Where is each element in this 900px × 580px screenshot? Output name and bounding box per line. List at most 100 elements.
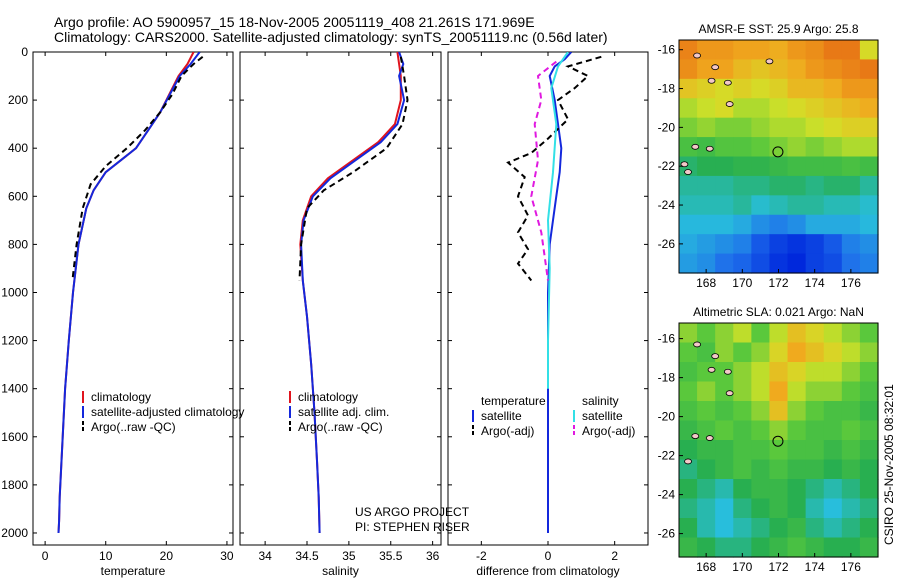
map-cell xyxy=(715,420,734,441)
map-cell xyxy=(751,498,771,519)
map-cell xyxy=(679,440,698,461)
map-cell xyxy=(769,420,789,441)
x-tick-label: 174 xyxy=(805,276,825,290)
map-cell xyxy=(841,156,861,177)
x-tick-label: 174 xyxy=(805,560,825,574)
map-cell xyxy=(787,98,807,119)
argo-float-marker xyxy=(772,435,784,447)
map-cell xyxy=(751,479,771,500)
map-cell xyxy=(769,214,789,235)
map-cell xyxy=(859,381,879,402)
y-tick-label: 800 xyxy=(8,237,28,251)
map-cell xyxy=(679,498,698,519)
island-shape xyxy=(691,143,700,150)
legend-label-sal_argo: Argo(-adj) xyxy=(582,424,635,438)
island-shape xyxy=(693,52,701,59)
map-cell xyxy=(679,459,698,480)
series-line-argo xyxy=(71,56,204,281)
map-cell xyxy=(733,175,752,196)
map-cell xyxy=(805,195,825,216)
legend-label-climatology: climatology xyxy=(298,390,358,404)
legend-label-temp_argo: Argo(-adj) xyxy=(481,424,534,438)
map-cell xyxy=(679,362,698,383)
map-cell xyxy=(859,537,879,558)
map-cell xyxy=(859,156,879,177)
map-cell xyxy=(679,137,698,158)
map-cell xyxy=(859,234,879,255)
map-cell xyxy=(769,440,789,461)
y-tick-label: -22 xyxy=(658,449,676,463)
map-cell xyxy=(859,459,879,480)
map-cell xyxy=(841,59,861,80)
map-cell xyxy=(733,362,752,383)
map-cell xyxy=(697,342,716,363)
plot-frame xyxy=(239,51,442,546)
map-cell xyxy=(859,214,879,235)
map-cell xyxy=(697,40,716,61)
project-credit: US ARGO PROJECT xyxy=(355,505,470,519)
map-cell xyxy=(859,440,879,461)
map-cell xyxy=(769,401,789,422)
y-tick-label: 1000 xyxy=(1,285,28,299)
map-cell xyxy=(841,401,861,422)
map-cell xyxy=(733,40,752,61)
x-tick-label: 20 xyxy=(160,549,174,563)
map-cell xyxy=(769,253,789,274)
map-cell xyxy=(823,175,843,196)
map-cell xyxy=(733,156,752,177)
y-tick-label: -24 xyxy=(658,198,676,212)
series-line-climatology xyxy=(299,52,402,534)
map-cell xyxy=(715,401,734,422)
map-cell xyxy=(841,137,861,158)
map-cell xyxy=(733,518,752,539)
map-cell xyxy=(769,537,789,558)
map-cell xyxy=(733,342,752,363)
map-cell xyxy=(715,175,734,196)
csiro-timestamp: CSIRO 25-Nov-2005 08:32:01 xyxy=(882,384,896,545)
map-cell xyxy=(733,420,752,441)
map-cell xyxy=(751,98,771,119)
map-cell xyxy=(715,59,734,80)
map-cell xyxy=(733,117,752,138)
island-shape xyxy=(765,58,774,65)
map-cell xyxy=(823,98,843,119)
map-cell xyxy=(805,459,825,480)
y-tick-label: 0 xyxy=(21,45,28,59)
map-cell xyxy=(715,323,734,344)
y-tick-label: 400 xyxy=(8,141,28,155)
map-cell xyxy=(697,98,716,119)
map-cell xyxy=(733,381,752,402)
map-cell xyxy=(751,518,771,539)
map-cell xyxy=(733,98,752,119)
map-cell xyxy=(769,459,789,480)
map-cell xyxy=(715,342,734,363)
map-cell xyxy=(823,40,843,61)
map-cell xyxy=(841,440,861,461)
y-tick-label: 2000 xyxy=(1,526,28,540)
map-cell xyxy=(697,78,716,99)
map-cell xyxy=(751,214,771,235)
x-axis-label: difference from climatology xyxy=(476,564,619,578)
y-tick-label: -24 xyxy=(658,488,676,502)
map-cell xyxy=(823,401,843,422)
map-cell xyxy=(715,234,734,255)
y-tick-label: -16 xyxy=(658,332,676,346)
map-cell xyxy=(697,479,716,500)
x-tick-label: 172 xyxy=(768,276,788,290)
legend-label-climatology: climatology xyxy=(91,390,151,404)
y-tick-label: 1600 xyxy=(1,430,28,444)
map-cell xyxy=(859,479,879,500)
y-tick-label: -26 xyxy=(658,527,676,541)
map-cell xyxy=(679,195,698,216)
map-cell xyxy=(859,323,879,344)
map-cell xyxy=(787,137,807,158)
map-cell xyxy=(787,59,807,80)
map-cell xyxy=(679,234,698,255)
map-cell xyxy=(805,98,825,119)
legend-heading: temperature xyxy=(481,394,546,408)
map-cell xyxy=(787,156,807,177)
map-cell xyxy=(787,362,807,383)
map-cell xyxy=(769,117,789,138)
x-tick-label: 34 xyxy=(258,549,272,563)
